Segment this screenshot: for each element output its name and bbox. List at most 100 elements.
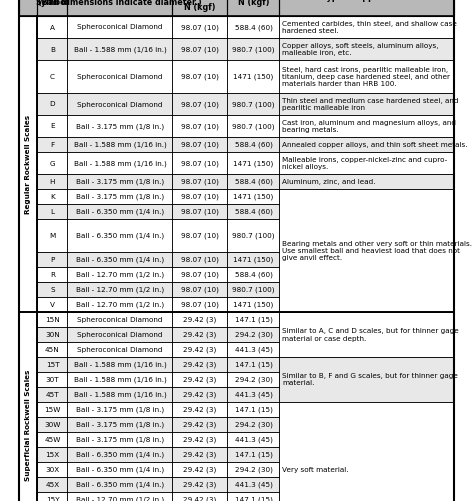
Bar bbox=[228, 0, 280, 17]
Text: A: A bbox=[50, 25, 55, 31]
Bar bbox=[173, 476, 228, 491]
Text: H: H bbox=[50, 179, 55, 185]
Bar bbox=[173, 446, 228, 461]
Text: 29.42 (3): 29.42 (3) bbox=[183, 481, 217, 487]
Text: M: M bbox=[49, 232, 55, 238]
Bar bbox=[280, 402, 455, 501]
Bar bbox=[67, 387, 173, 402]
Bar bbox=[67, 0, 173, 17]
Bar bbox=[280, 115, 455, 137]
Text: 98.07 (10): 98.07 (10) bbox=[181, 232, 219, 239]
Text: Ball - 6.350 mm (1/4 in.): Ball - 6.350 mm (1/4 in.) bbox=[76, 256, 164, 263]
Bar bbox=[173, 387, 228, 402]
Text: Aluminum, zinc, and lead.: Aluminum, zinc, and lead. bbox=[283, 179, 376, 185]
Bar bbox=[67, 189, 173, 204]
Bar bbox=[173, 93, 228, 115]
Text: 1471 (150): 1471 (150) bbox=[233, 193, 273, 200]
Bar bbox=[37, 372, 67, 387]
Text: 441.3 (45): 441.3 (45) bbox=[235, 346, 273, 353]
Text: 98.07 (10): 98.07 (10) bbox=[181, 160, 219, 166]
Bar bbox=[173, 357, 228, 372]
Text: Annealed copper alloys, and thin soft sheet metals.: Annealed copper alloys, and thin soft sh… bbox=[283, 142, 468, 148]
Bar bbox=[228, 17, 280, 39]
Text: Spheroconical Diamond: Spheroconical Diamond bbox=[77, 74, 163, 80]
Bar bbox=[228, 93, 280, 115]
Text: Regular Rockwell Scales: Regular Rockwell Scales bbox=[26, 115, 31, 213]
Bar bbox=[173, 357, 228, 372]
Bar bbox=[37, 357, 67, 372]
Bar bbox=[37, 432, 67, 446]
Bar bbox=[280, 174, 455, 189]
Bar bbox=[228, 446, 280, 461]
Bar bbox=[67, 17, 173, 39]
Bar bbox=[228, 204, 280, 219]
Bar bbox=[67, 252, 173, 267]
Bar bbox=[173, 137, 228, 152]
Bar bbox=[67, 402, 173, 417]
Text: Cast iron, aluminum and magnesium alloys, and
bearing metals.: Cast iron, aluminum and magnesium alloys… bbox=[283, 120, 456, 133]
Bar bbox=[228, 417, 280, 432]
Bar bbox=[173, 115, 228, 137]
Bar bbox=[173, 219, 228, 252]
Text: 588.4 (60): 588.4 (60) bbox=[235, 208, 273, 215]
Text: 294.2 (30): 294.2 (30) bbox=[235, 331, 273, 338]
Text: Ball - 6.350 mm (1/4 in.): Ball - 6.350 mm (1/4 in.) bbox=[76, 232, 164, 239]
Text: E: E bbox=[50, 123, 55, 129]
Text: Ball - 3.175 mm (1/8 in.): Ball - 3.175 mm (1/8 in.) bbox=[76, 421, 164, 427]
Bar bbox=[37, 312, 67, 327]
Bar bbox=[67, 174, 173, 189]
Bar bbox=[67, 327, 173, 342]
Bar bbox=[228, 252, 280, 267]
Bar bbox=[173, 417, 228, 432]
Bar bbox=[67, 252, 173, 267]
Text: 29.42 (3): 29.42 (3) bbox=[183, 361, 217, 368]
Bar bbox=[173, 432, 228, 446]
Bar bbox=[19, 0, 37, 17]
Bar bbox=[228, 327, 280, 342]
Text: 147.1 (15): 147.1 (15) bbox=[235, 316, 273, 323]
Bar bbox=[228, 137, 280, 152]
Bar bbox=[228, 357, 280, 372]
Text: Ball - 3.175 mm (1/8 in.): Ball - 3.175 mm (1/8 in.) bbox=[76, 406, 164, 412]
Bar bbox=[37, 174, 67, 189]
Text: S: S bbox=[50, 287, 55, 293]
Bar bbox=[37, 0, 67, 17]
Text: Ball - 6.350 mm (1/4 in.): Ball - 6.350 mm (1/4 in.) bbox=[76, 208, 164, 215]
Bar bbox=[37, 342, 67, 357]
Text: 1471 (150): 1471 (150) bbox=[233, 160, 273, 166]
Bar bbox=[37, 189, 67, 204]
Bar bbox=[67, 446, 173, 461]
Bar bbox=[67, 282, 173, 297]
Text: 1471 (150): 1471 (150) bbox=[233, 301, 273, 308]
Bar bbox=[37, 417, 67, 432]
Bar bbox=[67, 357, 173, 372]
Text: 441.3 (45): 441.3 (45) bbox=[235, 481, 273, 487]
Text: Cemented carbides, thin steel, and shallow case
hardened steel.: Cemented carbides, thin steel, and shall… bbox=[283, 21, 457, 34]
Text: 980.7 (100): 980.7 (100) bbox=[232, 101, 275, 108]
Bar bbox=[173, 417, 228, 432]
Text: 29.42 (3): 29.42 (3) bbox=[183, 376, 217, 382]
Text: 45N: 45N bbox=[45, 346, 60, 352]
Text: C: C bbox=[50, 74, 55, 80]
Bar bbox=[228, 476, 280, 491]
Bar bbox=[19, 0, 37, 17]
Bar bbox=[37, 93, 67, 115]
Bar bbox=[173, 204, 228, 219]
Text: Very soft material.: Very soft material. bbox=[283, 466, 349, 472]
Text: 98.07 (10): 98.07 (10) bbox=[181, 24, 219, 31]
Bar bbox=[37, 297, 67, 312]
Text: Ball - 1.588 mm (1/16 in.): Ball - 1.588 mm (1/16 in.) bbox=[73, 46, 166, 53]
Bar bbox=[37, 327, 67, 342]
Bar bbox=[173, 152, 228, 174]
Bar bbox=[173, 402, 228, 417]
Bar bbox=[37, 137, 67, 152]
Bar bbox=[173, 446, 228, 461]
Text: Malleable irons, copper-nickel-zinc and cupro-
nickel alloys.: Malleable irons, copper-nickel-zinc and … bbox=[283, 157, 448, 170]
Text: 588.4 (60): 588.4 (60) bbox=[235, 271, 273, 278]
Text: Ball - 12.70 mm (1/2 in.): Ball - 12.70 mm (1/2 in.) bbox=[76, 271, 164, 278]
Text: Ball - 1.588 mm (1/16 in.): Ball - 1.588 mm (1/16 in.) bbox=[73, 141, 166, 148]
Bar bbox=[37, 252, 67, 267]
Bar bbox=[228, 189, 280, 204]
Bar bbox=[228, 0, 280, 17]
Bar bbox=[37, 327, 67, 342]
